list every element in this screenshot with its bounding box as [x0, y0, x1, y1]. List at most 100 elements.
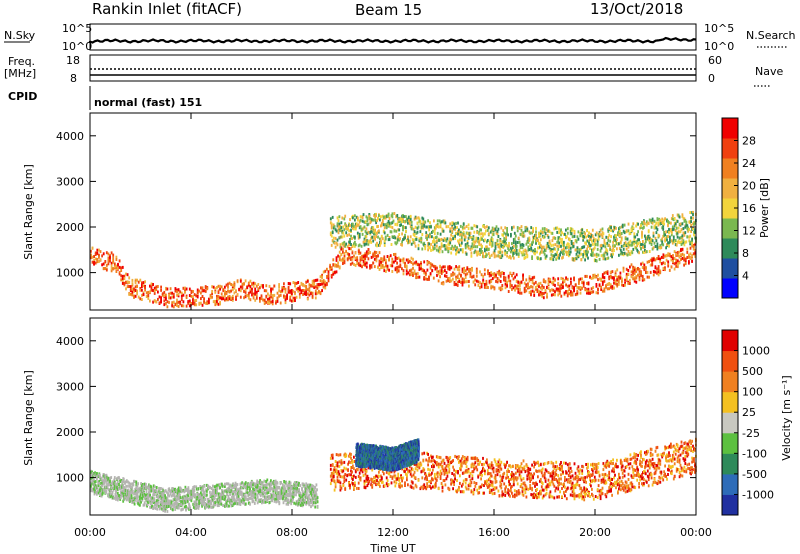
scatter-cell — [386, 267, 389, 271]
scatter-cell — [259, 499, 262, 503]
scatter-cell — [136, 484, 139, 488]
scatter-cell — [676, 265, 679, 269]
scatter-cell — [366, 239, 369, 243]
scatter-cell — [627, 245, 630, 249]
scatter-cell — [549, 280, 552, 284]
scatter-cell — [515, 252, 518, 256]
scatter-cell — [252, 481, 254, 485]
scatter-cell — [550, 257, 553, 261]
scatter-cell — [571, 291, 574, 295]
scatter-cell — [305, 287, 308, 291]
scatter-cell — [667, 260, 670, 264]
scatter-cell — [121, 265, 124, 269]
scatter-cell — [124, 481, 126, 485]
scatter-cell — [372, 218, 375, 222]
scatter-cell — [367, 257, 370, 261]
scatter-cell — [356, 258, 359, 262]
scatter-cell — [479, 270, 481, 274]
scatter-cell — [284, 287, 287, 291]
scatter-cell — [621, 277, 623, 281]
scatter-cell — [530, 293, 532, 297]
scatter-cell — [150, 282, 153, 286]
scatter-cell — [251, 282, 253, 286]
scatter-cell — [558, 291, 561, 295]
scatter-cell — [339, 225, 342, 229]
scatter-cell — [576, 255, 579, 259]
scatter-cell — [528, 279, 531, 283]
scatter-cell — [334, 264, 336, 268]
scatter-cell — [359, 225, 362, 229]
scatter-cell — [289, 282, 292, 286]
scatter-cell — [218, 498, 220, 502]
scatter-cell — [513, 237, 516, 241]
scatter-cell — [278, 283, 280, 287]
scatter-cell — [517, 280, 520, 284]
scatter-cell — [167, 493, 169, 497]
scatter-cell — [606, 252, 609, 256]
scatter-cell — [279, 301, 282, 305]
scatter-cell — [530, 290, 532, 294]
scatter-cell — [125, 484, 128, 488]
scatter-cell — [600, 233, 603, 237]
scatter-cell — [116, 483, 119, 487]
scatter-cell — [209, 490, 211, 494]
scatter-cell — [530, 278, 532, 281]
scatter-cell — [587, 290, 590, 294]
scatter-cell — [651, 217, 654, 221]
scatter-cell — [689, 242, 692, 246]
scatter-cell — [156, 493, 159, 497]
scatter-cell — [152, 489, 154, 493]
scatter-cell — [330, 274, 333, 277]
scatter-cell — [287, 290, 290, 294]
scatter-cell — [224, 495, 227, 499]
scatter-cell — [152, 501, 155, 505]
scatter-cell — [535, 241, 537, 245]
scatter-cell — [133, 287, 135, 291]
scatter-cell — [335, 256, 338, 260]
scatter-cell — [208, 300, 210, 304]
scatter-cell — [570, 229, 573, 233]
scatter-cell — [311, 291, 314, 295]
scatter-cell — [375, 221, 377, 225]
scatter-cell — [357, 250, 360, 254]
scatter-cell — [203, 490, 206, 494]
scatter-cell — [197, 487, 200, 491]
scatter-cell — [367, 251, 370, 255]
scatter-cell — [160, 499, 163, 503]
scatter-cell — [229, 483, 232, 487]
scatter-cell — [302, 283, 304, 286]
scatter-cell — [614, 270, 617, 274]
scatter-cell — [435, 235, 438, 239]
scatter-cell — [400, 218, 402, 221]
scatter-cell — [465, 231, 468, 235]
scatter-cell — [484, 247, 486, 251]
scatter-cell — [502, 240, 505, 243]
scatter-cell — [394, 259, 397, 263]
scatter-cell — [373, 230, 375, 234]
scatter-cell — [188, 504, 191, 508]
scatter-cell — [263, 300, 266, 304]
scatter-cell — [594, 243, 597, 247]
scatter-cell — [648, 275, 650, 279]
scatter-cell — [133, 480, 136, 483]
scatter-cell — [427, 225, 429, 229]
scatter-cell — [633, 232, 636, 236]
scatter-cell — [383, 243, 386, 247]
scatter-cell — [420, 266, 422, 270]
scatter-cell — [464, 251, 467, 255]
scatter-cell — [635, 276, 638, 280]
scatter-cell — [91, 482, 93, 486]
scatter-cell — [267, 482, 269, 486]
scatter-cell — [382, 229, 385, 233]
scatter-cell — [634, 235, 637, 239]
scatter-cell — [186, 496, 189, 500]
scatter-cell — [336, 238, 339, 242]
scatter-cell — [113, 484, 116, 488]
scatter-cell — [473, 243, 476, 247]
scatter-cell — [594, 259, 597, 262]
scatter-cell — [139, 287, 142, 290]
scatter-cell — [520, 251, 523, 255]
scatter-cell — [620, 225, 623, 229]
scatter-cell — [451, 224, 454, 228]
scatter-cell — [651, 259, 654, 263]
